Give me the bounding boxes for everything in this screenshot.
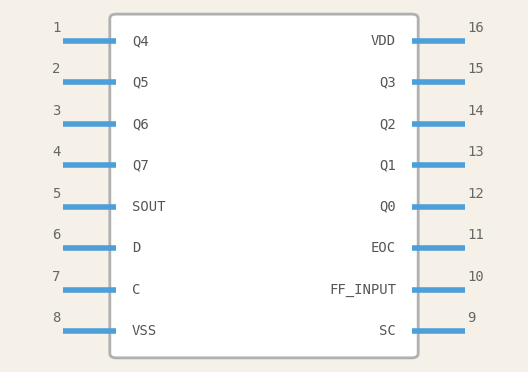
Text: 15: 15 <box>467 62 484 76</box>
Text: SOUT: SOUT <box>132 200 165 214</box>
Text: FF_INPUT: FF_INPUT <box>329 283 396 296</box>
Text: Q1: Q1 <box>379 158 396 172</box>
Text: Q6: Q6 <box>132 117 149 131</box>
Text: Q3: Q3 <box>379 76 396 89</box>
Text: 6: 6 <box>52 228 61 242</box>
Text: VSS: VSS <box>132 324 157 338</box>
Text: 1: 1 <box>52 21 61 35</box>
Text: Q5: Q5 <box>132 76 149 89</box>
Text: 11: 11 <box>467 228 484 242</box>
Text: 4: 4 <box>52 145 61 159</box>
Text: 13: 13 <box>467 145 484 159</box>
Text: 2: 2 <box>52 62 61 76</box>
FancyBboxPatch shape <box>110 14 418 358</box>
Text: 9: 9 <box>467 311 476 325</box>
Text: D: D <box>132 241 140 255</box>
Text: 14: 14 <box>467 104 484 118</box>
Text: 16: 16 <box>467 21 484 35</box>
Text: EOC: EOC <box>371 241 396 255</box>
Text: 10: 10 <box>467 270 484 283</box>
Text: 12: 12 <box>467 187 484 201</box>
Text: Q4: Q4 <box>132 34 149 48</box>
Text: 7: 7 <box>52 270 61 283</box>
Text: Q7: Q7 <box>132 158 149 172</box>
Text: 5: 5 <box>52 187 61 201</box>
Text: 3: 3 <box>52 104 61 118</box>
Text: SC: SC <box>379 324 396 338</box>
Text: C: C <box>132 283 140 296</box>
Text: 8: 8 <box>52 311 61 325</box>
Text: Q0: Q0 <box>379 200 396 214</box>
Text: Q2: Q2 <box>379 117 396 131</box>
Text: VDD: VDD <box>371 34 396 48</box>
